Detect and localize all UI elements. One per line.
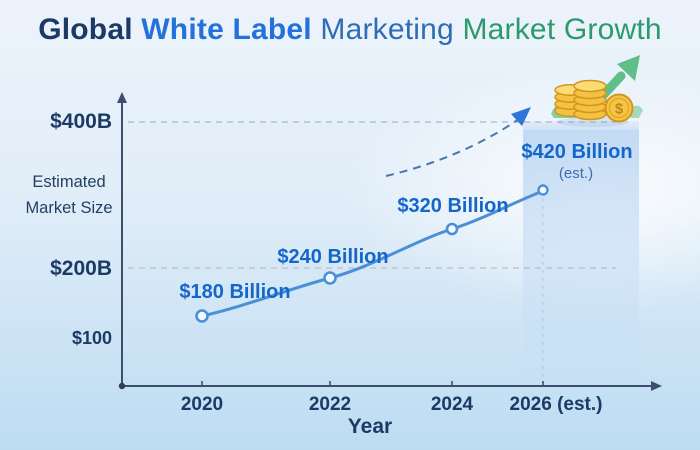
trend-projection-arrow (385, 107, 531, 177)
callout-2022: $240 Billion (277, 246, 389, 268)
coin-platform (523, 121, 639, 130)
data-point-2026 (537, 184, 549, 196)
title-word-marketing: Marketing (320, 13, 454, 46)
dollar-coin-icon: $ (604, 93, 634, 123)
data-point-2020 (195, 309, 209, 323)
x-axis-arrowhead (651, 381, 662, 391)
x-tick-2026: 2026 (est.) (509, 394, 603, 415)
data-line-series (195, 184, 549, 323)
data-point-2024 (445, 222, 459, 236)
trend-arrowhead-icon (511, 107, 531, 126)
coins-icon: $ (551, 55, 643, 127)
title-word-global: Global (38, 13, 133, 46)
callout-2024: $320 Billion (397, 195, 509, 217)
callout-2026: $420 Billion (521, 141, 633, 163)
x-axis-title: Year (347, 415, 393, 438)
y-tick-100: $100 (71, 328, 112, 348)
data-point-2022 (323, 271, 337, 285)
highlight-band-2026 (523, 129, 639, 386)
y-axis (117, 92, 127, 386)
y-axis-arrowhead (117, 92, 127, 103)
x-tick-2022: 2022 (308, 394, 352, 415)
callout-2026-est: (est.) (558, 165, 594, 182)
y-axis-title-line2: Market Size (25, 198, 113, 217)
title-word-market-growth: Market Growth (462, 13, 662, 46)
y-axis-title-line1: Estimated (32, 173, 106, 191)
axis-origin-dot (118, 382, 126, 390)
x-tick-2020: 2020 (180, 394, 224, 415)
dollar-sign-glyph: $ (615, 101, 624, 118)
y-axis-title: Estimated Market Size (16, 170, 122, 221)
page-title: Global White Label Marketing Market Grow… (0, 13, 700, 47)
x-tick-2024: 2024 (430, 394, 474, 415)
title-word-white-label: White Label (141, 13, 312, 46)
y-tick-200b: $200B (50, 257, 112, 280)
callout-2020: $180 Billion (179, 281, 291, 303)
y-tick-400b: $400B (50, 110, 112, 133)
x-axis (118, 381, 662, 391)
coin-stack-middle (573, 79, 607, 121)
